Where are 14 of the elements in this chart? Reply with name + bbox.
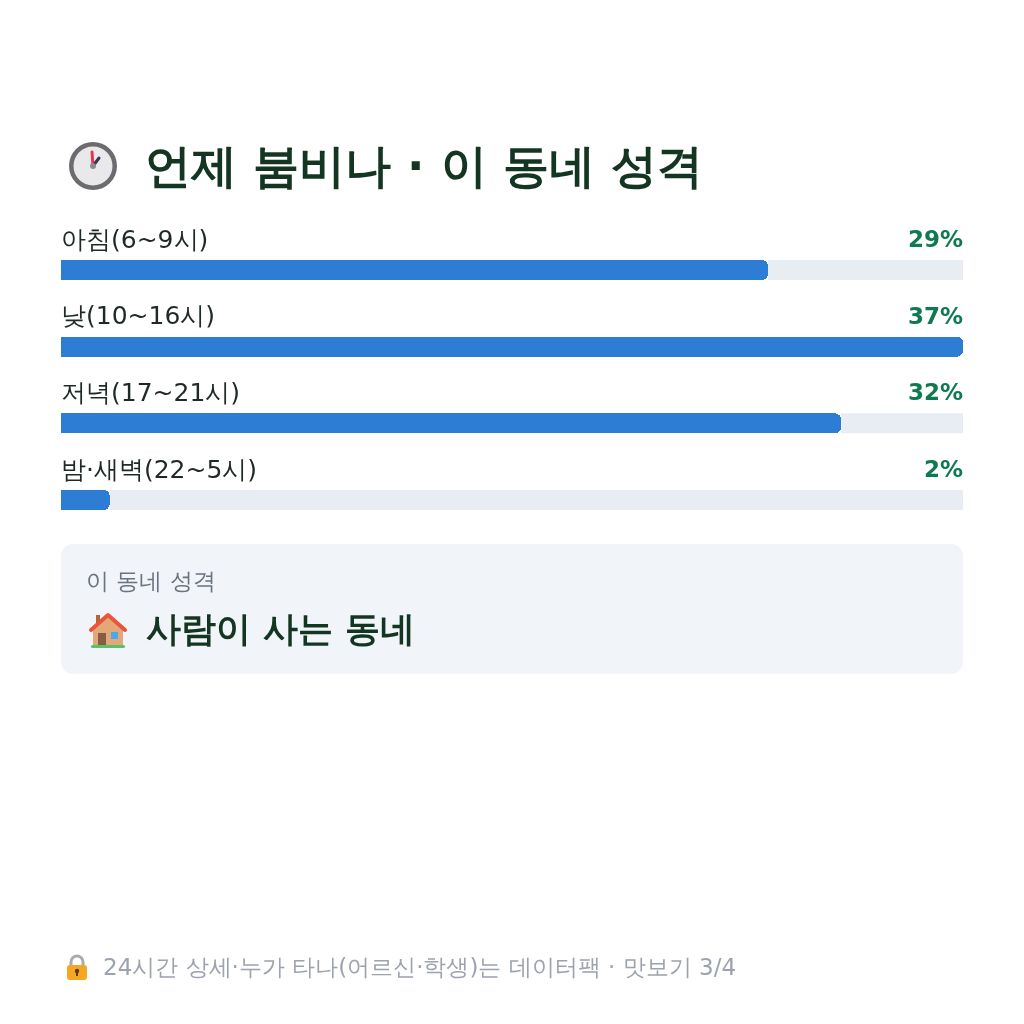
y-tick-label: 밤·새벽(22~5시) <box>61 455 258 484</box>
bar <box>61 336 963 357</box>
bar <box>61 490 110 511</box>
data-label: 2% <box>924 456 964 482</box>
text: 사람이 사는 동네 <box>146 608 416 650</box>
data-label: 29% <box>908 226 964 252</box>
y-tick-label: 아침(6~9시) <box>61 225 209 254</box>
chart-title: 언제 붐비나 · 이 동네 성격 <box>145 139 703 194</box>
data-label: 32% <box>908 379 964 405</box>
y-tick-label: 낮(10~16시) <box>61 301 216 330</box>
data-label: 37% <box>908 303 964 329</box>
text: 이 동네 성격 <box>86 568 216 596</box>
text: 24시간 상세·누가 타나(어르신·학생)는 데이터팩 · 맛보기 3/4 <box>103 954 737 982</box>
y-tick-label: 저녁(17~21시) <box>61 378 241 407</box>
